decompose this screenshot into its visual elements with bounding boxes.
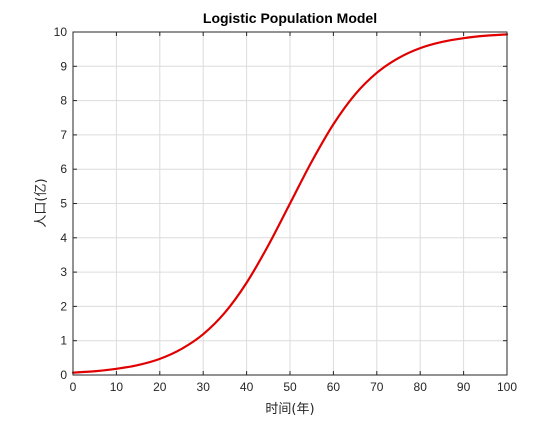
y-tick-label: 0 bbox=[60, 368, 67, 382]
y-tick-label: 3 bbox=[60, 265, 67, 279]
x-tick-label: 80 bbox=[414, 380, 428, 394]
x-tick-label: 60 bbox=[327, 380, 341, 394]
x-tick-label: 30 bbox=[197, 380, 211, 394]
x-tick-label: 100 bbox=[497, 380, 517, 394]
chart-title: Logistic Population Model bbox=[203, 10, 377, 26]
x-tick-label: 20 bbox=[153, 380, 167, 394]
x-tick-label: 10 bbox=[110, 380, 124, 394]
y-tick-label: 5 bbox=[60, 197, 67, 211]
x-tick-label: 90 bbox=[457, 380, 471, 394]
y-tick-label: 8 bbox=[60, 94, 67, 108]
y-tick-label: 2 bbox=[60, 299, 67, 313]
x-axis-label: 时间(年) bbox=[265, 402, 314, 417]
x-tick-label: 40 bbox=[240, 380, 254, 394]
y-tick-label: 9 bbox=[60, 59, 67, 73]
y-tick-label: 1 bbox=[60, 334, 67, 348]
y-tick-label: 10 bbox=[54, 25, 68, 39]
y-tick-label: 4 bbox=[60, 231, 67, 245]
ticks: 0 10 20 30 40 50 60 70 80 90 100 0 1 2 3 4 5 6 7 8 9 10 bbox=[54, 25, 518, 394]
y-axis-label: 人口(亿) bbox=[34, 178, 49, 227]
series-layer bbox=[71, 33, 509, 374]
x-tick-label: 50 bbox=[283, 380, 297, 394]
y-tick-label: 7 bbox=[60, 128, 67, 142]
series-line bbox=[71, 33, 509, 374]
y-tick-label: 6 bbox=[60, 162, 67, 176]
x-tick-label: 70 bbox=[370, 380, 384, 394]
x-tick-label: 0 bbox=[70, 380, 77, 394]
